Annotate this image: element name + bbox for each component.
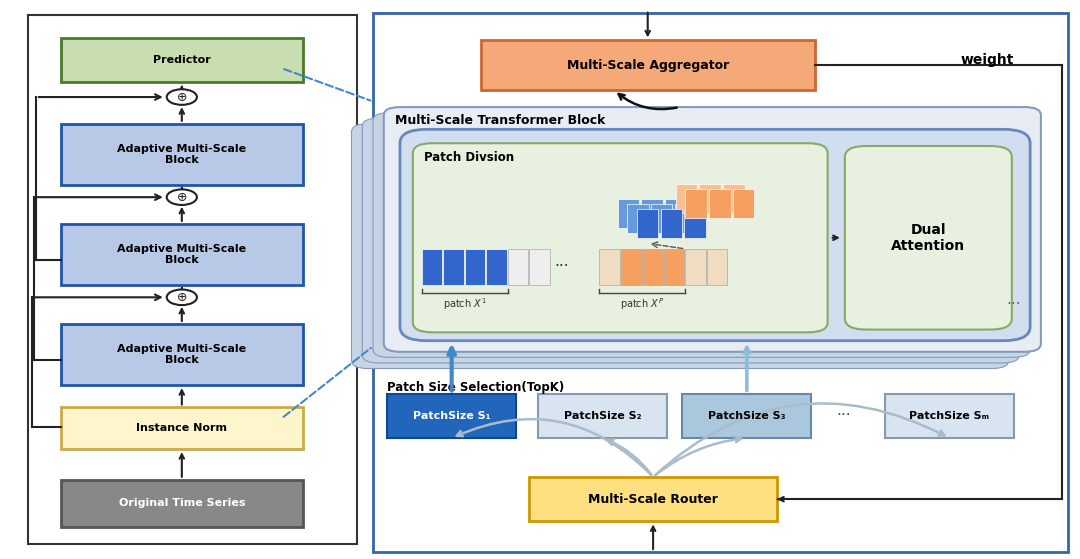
FancyBboxPatch shape <box>60 124 303 185</box>
FancyBboxPatch shape <box>60 224 303 285</box>
FancyBboxPatch shape <box>60 37 303 82</box>
Bar <box>686 190 707 219</box>
Text: ···: ··· <box>554 259 569 274</box>
Bar <box>599 249 620 285</box>
Bar <box>676 184 698 214</box>
Bar <box>642 199 663 228</box>
Text: Adaptive Multi-Scale
Block: Adaptive Multi-Scale Block <box>118 344 246 366</box>
Bar <box>733 190 754 219</box>
Bar <box>421 249 442 285</box>
Text: Patch Divsion: Patch Divsion <box>423 150 514 164</box>
Bar <box>661 209 683 238</box>
Text: PatchSize S₂: PatchSize S₂ <box>564 411 642 421</box>
Bar <box>486 249 507 285</box>
Text: PatchSize Sₘ: PatchSize Sₘ <box>909 411 989 421</box>
Bar <box>686 249 706 285</box>
Bar <box>707 249 728 285</box>
FancyBboxPatch shape <box>683 394 811 438</box>
Bar <box>664 249 685 285</box>
Bar <box>508 249 528 285</box>
Bar <box>710 190 731 219</box>
Bar <box>685 209 706 238</box>
Bar <box>627 204 649 233</box>
Text: Original Time Series: Original Time Series <box>119 499 245 508</box>
Text: Instance Norm: Instance Norm <box>136 423 227 433</box>
Text: PatchSize S₃: PatchSize S₃ <box>708 411 785 421</box>
Text: patch $X^1$: patch $X^1$ <box>443 297 486 312</box>
FancyBboxPatch shape <box>538 394 667 438</box>
FancyBboxPatch shape <box>845 146 1012 330</box>
Bar <box>464 249 485 285</box>
Bar <box>643 249 663 285</box>
Circle shape <box>166 290 197 305</box>
FancyBboxPatch shape <box>28 15 356 544</box>
Text: weight: weight <box>960 53 1014 67</box>
FancyBboxPatch shape <box>60 408 303 449</box>
Bar <box>621 249 642 285</box>
Text: $\oplus$: $\oplus$ <box>176 191 188 203</box>
Bar <box>637 209 659 238</box>
Text: Adaptive Multi-Scale
Block: Adaptive Multi-Scale Block <box>118 244 246 266</box>
Text: $\oplus$: $\oplus$ <box>176 91 188 103</box>
Text: Predictor: Predictor <box>153 55 211 65</box>
Bar <box>618 199 639 228</box>
FancyBboxPatch shape <box>373 112 1030 357</box>
Text: patch $X^P$: patch $X^P$ <box>620 297 664 312</box>
FancyBboxPatch shape <box>362 118 1020 363</box>
FancyBboxPatch shape <box>529 477 777 522</box>
Text: PatchSize S₁: PatchSize S₁ <box>413 411 490 421</box>
Text: Dual
Attention: Dual Attention <box>891 222 966 253</box>
Text: $\oplus$: $\oplus$ <box>176 291 188 304</box>
Text: ···: ··· <box>837 408 851 423</box>
Bar <box>529 249 550 285</box>
Text: Multi-Scale Aggregator: Multi-Scale Aggregator <box>567 59 729 72</box>
Bar <box>443 249 463 285</box>
FancyBboxPatch shape <box>60 324 303 385</box>
FancyBboxPatch shape <box>481 40 814 91</box>
FancyBboxPatch shape <box>400 129 1030 340</box>
Text: Adaptive Multi-Scale
Block: Adaptive Multi-Scale Block <box>118 144 246 165</box>
Circle shape <box>166 190 197 205</box>
FancyBboxPatch shape <box>387 394 516 438</box>
Text: Multi-Scale Router: Multi-Scale Router <box>589 492 718 506</box>
Bar <box>651 204 673 233</box>
FancyBboxPatch shape <box>351 124 1009 368</box>
FancyBboxPatch shape <box>373 12 1068 552</box>
Bar <box>675 204 697 233</box>
FancyBboxPatch shape <box>60 480 303 527</box>
Bar <box>724 184 745 214</box>
Text: Patch Size Selection(TopK): Patch Size Selection(TopK) <box>387 381 564 395</box>
Bar <box>700 184 721 214</box>
Text: Multi-Scale Transformer Block: Multi-Scale Transformer Block <box>394 115 605 127</box>
Bar <box>665 199 687 228</box>
Circle shape <box>166 89 197 105</box>
FancyBboxPatch shape <box>885 394 1014 438</box>
FancyBboxPatch shape <box>383 107 1041 352</box>
FancyBboxPatch shape <box>413 143 827 333</box>
Text: ···: ··· <box>1007 297 1022 312</box>
